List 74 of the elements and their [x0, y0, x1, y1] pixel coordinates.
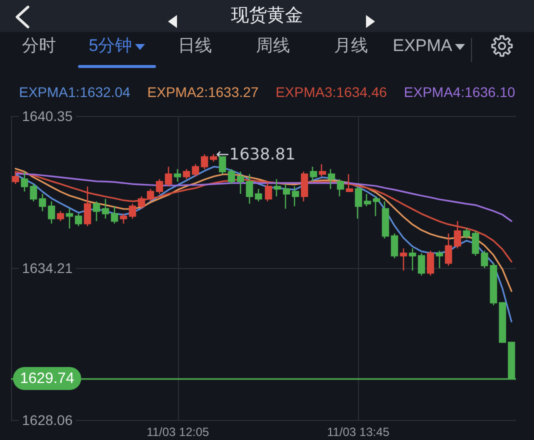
candlestick [454, 220, 462, 249]
candlestick [292, 186, 300, 207]
candlestick [310, 166, 318, 182]
candlestick [182, 168, 190, 180]
candlestick [164, 166, 172, 188]
candlestick [66, 208, 74, 230]
text: 5分钟 [88, 36, 132, 55]
candlestick [228, 168, 236, 185]
candlestick [74, 213, 82, 227]
candlestick [472, 230, 480, 256]
text: 月线 [334, 36, 368, 55]
candlestick [408, 248, 416, 272]
candlestick [354, 186, 362, 220]
candlestick [84, 186, 92, 227]
text: EXPMA1:1632.04 [19, 84, 131, 100]
line-series [14, 166, 512, 322]
candlestick [236, 171, 244, 195]
candlestick [20, 171, 28, 192]
candlestick [490, 262, 498, 306]
candlestick [246, 174, 254, 204]
text: 周线 [256, 36, 290, 55]
candlestick [346, 174, 354, 192]
y-tick-label: 1640.35 [22, 108, 73, 124]
candlestick [30, 183, 38, 202]
candlestick [436, 250, 444, 269]
candlestick [156, 178, 164, 195]
x-tick-label: 11/03 12:05 [146, 425, 210, 439]
candlestick [102, 198, 110, 220]
line-series [14, 170, 512, 262]
text: 分时 [22, 36, 56, 55]
text: EXPMA [392, 36, 452, 55]
candlestick [382, 200, 390, 240]
line-series [14, 168, 512, 292]
candlestick [92, 200, 100, 222]
candlestick [264, 180, 272, 202]
y-tick-label: 1628.06 [22, 412, 73, 428]
candlestick [418, 252, 426, 276]
candlestick [254, 188, 262, 202]
candlestick [146, 188, 154, 202]
candlestick [128, 203, 136, 220]
candlestick [372, 196, 380, 217]
candlestick [48, 200, 56, 224]
candlestick [138, 196, 146, 210]
y-tick-label: 1634.21 [22, 260, 73, 276]
candlestick [38, 193, 46, 212]
candlestick [210, 153, 218, 162]
candlestick [480, 250, 488, 269]
line-series [14, 172, 512, 222]
candlestick [120, 213, 128, 224]
text: EXPMA2:1633.27 [147, 84, 259, 100]
candlestick [110, 206, 118, 224]
candlestick [390, 232, 398, 259]
candlestick [56, 210, 64, 222]
candlestick [274, 178, 282, 197]
x-tick-label: 11/03 13:45 [326, 425, 390, 439]
candlestick [200, 154, 208, 170]
chart-title: 现货黄金 [230, 4, 304, 27]
candlestick [318, 164, 326, 178]
candlestick [444, 232, 452, 266]
candlestick [400, 248, 408, 272]
text: EXPMA3:1634.46 [276, 84, 388, 100]
candlestick [336, 178, 344, 197]
candlestick [328, 168, 336, 190]
candlestick [498, 302, 506, 343]
ref-line-label: 1629.74 [20, 370, 74, 387]
text: EXPMA4:1636.10 [404, 84, 516, 100]
candlestick [364, 193, 372, 207]
candlestick [462, 228, 470, 240]
text: 日线 [178, 36, 212, 55]
candlestick [174, 168, 182, 182]
candlestick [426, 250, 434, 276]
candlestick [192, 164, 200, 178]
candlestick [282, 183, 290, 210]
annotation: ←1638.81 [216, 144, 296, 164]
